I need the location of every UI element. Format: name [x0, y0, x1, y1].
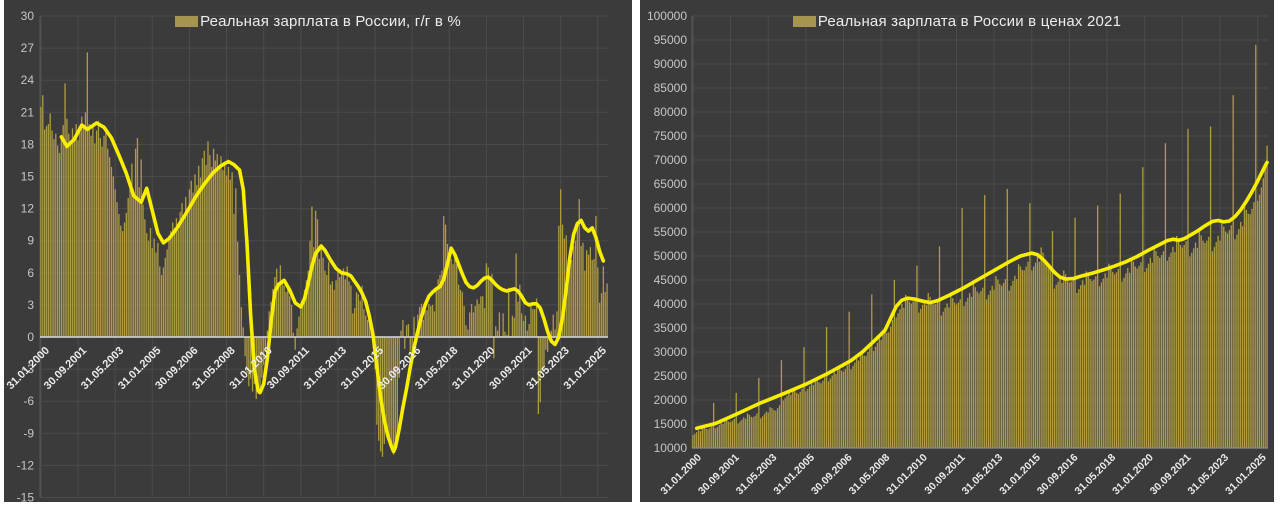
svg-text:0: 0 — [27, 330, 34, 344]
svg-text:50000: 50000 — [654, 249, 688, 263]
svg-text:15000: 15000 — [654, 417, 688, 431]
svg-text:100000: 100000 — [647, 9, 687, 23]
svg-text:95000: 95000 — [654, 33, 688, 47]
svg-text:20000: 20000 — [654, 393, 688, 407]
svg-text:-12: -12 — [17, 458, 35, 472]
svg-text:65000: 65000 — [654, 177, 688, 191]
right-chart-panel: Реальная зарплата в России в ценах 2021 … — [640, 0, 1274, 502]
svg-text:-3: -3 — [23, 362, 34, 376]
svg-text:60000: 60000 — [654, 201, 688, 215]
svg-text:6: 6 — [27, 266, 34, 280]
svg-text:24: 24 — [21, 73, 35, 87]
svg-text:85000: 85000 — [654, 81, 688, 95]
svg-text:27: 27 — [21, 41, 35, 55]
svg-text:45000: 45000 — [654, 273, 688, 287]
svg-text:12: 12 — [21, 202, 35, 216]
left-chart-canvas: 302724211815129630-3-6-9-12-1531.01.2000… — [5, 9, 609, 503]
svg-text:30: 30 — [21, 9, 35, 23]
svg-text:40000: 40000 — [654, 297, 688, 311]
svg-text:15: 15 — [21, 170, 35, 184]
svg-text:3: 3 — [27, 298, 34, 312]
svg-text:75000: 75000 — [654, 129, 688, 143]
svg-text:9: 9 — [27, 234, 34, 248]
svg-text:-6: -6 — [23, 394, 34, 408]
svg-text:10000: 10000 — [654, 441, 688, 455]
svg-text:55000: 55000 — [654, 225, 688, 239]
svg-text:35000: 35000 — [654, 321, 688, 335]
svg-text:90000: 90000 — [654, 57, 688, 71]
svg-text:25000: 25000 — [654, 369, 688, 383]
svg-text:70000: 70000 — [654, 153, 688, 167]
svg-text:80000: 80000 — [654, 105, 688, 119]
svg-text:31.01.2025: 31.01.2025 — [1223, 452, 1269, 498]
svg-text:21: 21 — [21, 105, 35, 119]
left-chart-panel: Реальная зарплата в России, г/г в % 30 27… — [4, 0, 632, 502]
right-chart-canvas: 100000 95000 90000 85000 80000 75000 70000 6500… — [647, 9, 1269, 498]
svg-text:-9: -9 — [23, 426, 34, 440]
svg-text:-15: -15 — [17, 491, 35, 503]
svg-text:18: 18 — [21, 137, 35, 151]
svg-text:30000: 30000 — [654, 345, 688, 359]
